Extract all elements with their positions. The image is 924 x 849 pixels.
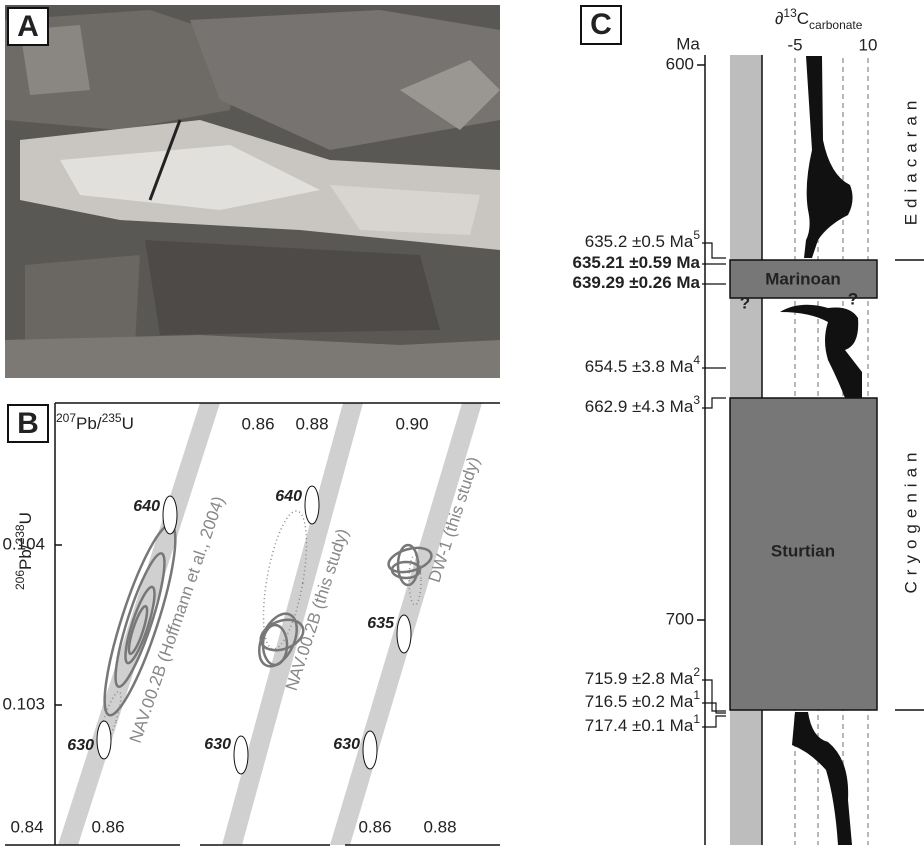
age-text: 654.5 ±3.8 Ma: [585, 357, 694, 376]
age-text: 716.5 ±0.2 Ma: [585, 692, 694, 711]
age-text: 717.4 ±0.1 Ma: [585, 716, 694, 735]
panel-b: [5, 403, 500, 845]
ellipse-label: 630: [67, 737, 94, 754]
uncertain-mark: ?: [848, 289, 858, 308]
age-reference: 5: [693, 228, 700, 242]
age-tick: 700: [666, 609, 694, 628]
ellipse-label: 635: [367, 615, 395, 632]
age-label: 635.2 ±0.5 Ma5: [585, 228, 701, 251]
bottom-tick-label: 0.88: [423, 817, 456, 836]
panel-label: B: [17, 407, 39, 440]
y-tick-label: 0.104: [2, 534, 45, 553]
age-label: 715.9 ±2.8 Ma2: [585, 665, 701, 688]
figure: A: [0, 0, 924, 849]
period-label: Cryogenian: [901, 447, 920, 594]
x-axis-label: 207Pb/235U: [56, 411, 134, 433]
age-reference: 4: [693, 353, 700, 367]
glaciation-label: Marinoan: [765, 269, 841, 288]
isotope-label: ∂13Ccarbonate: [775, 6, 863, 32]
age-label: 716.5 ±0.2 Ma1: [585, 688, 701, 711]
ellipse-label: 630: [204, 736, 231, 753]
age-text: 635.21 ±0.59 Ma: [573, 253, 701, 272]
age-label: 662.9 ±4.3 Ma3: [585, 393, 701, 416]
bottom-tick-label: 0.86: [91, 817, 124, 836]
age-reference: 1: [693, 688, 700, 702]
glaciation-label: Sturtian: [771, 541, 835, 560]
photo: [5, 5, 500, 378]
panel-label: A: [17, 10, 39, 43]
age-text: 635.2 ±0.5 Ma: [585, 232, 694, 251]
age-text: 715.9 ±2.8 Ma: [585, 669, 694, 688]
isotope-tick: -5: [787, 35, 802, 54]
top-tick-label: 0.88: [295, 414, 328, 433]
age-text: 639.29 ±0.26 Ma: [573, 273, 701, 292]
top-tick-label: 0.86: [241, 414, 274, 433]
bottom-tick-label: 0.86: [358, 817, 391, 836]
ellipse-label: 640: [275, 488, 302, 505]
age-reference: 1: [693, 712, 700, 726]
age-label: 717.4 ±0.1 Ma1: [585, 712, 701, 735]
ellipse-label: 640: [133, 498, 160, 515]
panel-label: C: [590, 8, 612, 41]
age-text: 662.9 ±4.3 Ma: [585, 397, 694, 416]
ellipse-label: 630: [333, 736, 360, 753]
y-tick-label: 0.103: [2, 694, 45, 713]
age-reference: 2: [693, 665, 700, 679]
panel-c: [697, 55, 924, 845]
bottom-tick-label: 0.84: [10, 817, 43, 836]
uncertain-mark: ?: [740, 293, 750, 312]
age-tick: 600: [666, 54, 694, 73]
age-reference: 3: [693, 393, 700, 407]
top-tick-label: 0.90: [395, 414, 428, 433]
period-label: Ediacaran: [901, 95, 920, 226]
age-label: 635.21 ±0.59 Ma: [573, 253, 701, 272]
age-unit: Ma: [676, 34, 700, 53]
age-label: 639.29 ±0.26 Ma: [573, 273, 701, 292]
isotope-tick: 10: [859, 35, 878, 54]
age-label: 654.5 ±3.8 Ma4: [585, 353, 701, 376]
